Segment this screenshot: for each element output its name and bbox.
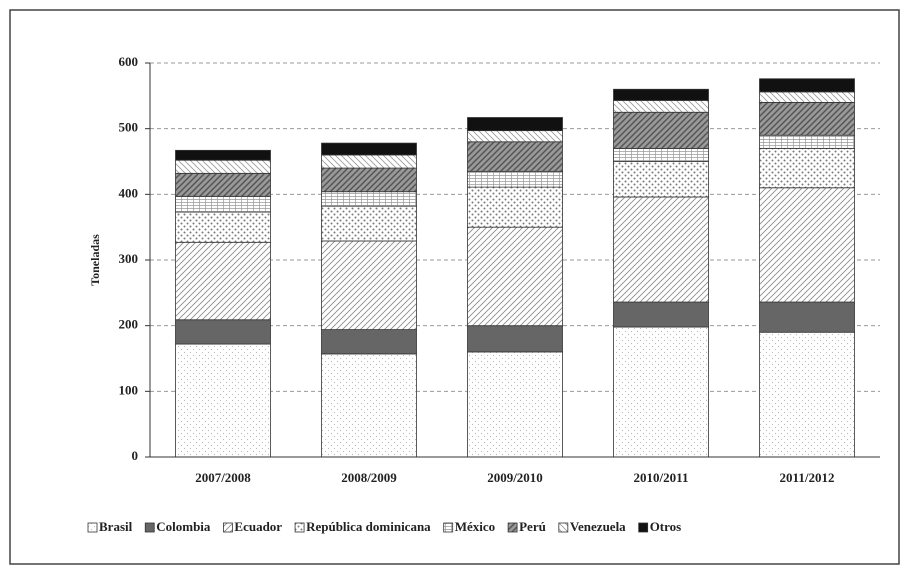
- legend-swatch: [223, 522, 233, 533]
- legend-label: Colombia: [156, 519, 211, 534]
- bar-segment: [467, 226, 563, 327]
- y-tick-label: 200: [119, 317, 139, 332]
- bar-segment: [759, 134, 855, 149]
- bar-segment: [613, 301, 709, 328]
- bar-segment: [467, 186, 563, 228]
- bar-segment: [759, 102, 855, 136]
- bar-segment: [321, 329, 417, 355]
- legend-label: Ecuador: [234, 519, 282, 534]
- bar-segment: [613, 326, 709, 458]
- legend-swatch: [443, 522, 454, 533]
- bar-segment: [321, 353, 417, 458]
- y-tick-label: 500: [119, 120, 139, 135]
- legend-label: Perú: [519, 519, 546, 534]
- bar-segment: [321, 142, 417, 156]
- legend-swatch: [638, 522, 649, 533]
- y-tick-label: 600: [119, 54, 139, 69]
- bar-segment: [175, 343, 271, 458]
- bar-segment: [467, 117, 563, 132]
- bar-segment: [759, 331, 855, 458]
- bar-segment: [175, 159, 271, 174]
- bar-segment: [175, 211, 271, 243]
- bar-segment: [613, 147, 709, 162]
- bar-segment: [175, 319, 271, 345]
- y-tick-label: 100: [119, 382, 139, 397]
- bar-segment: [613, 100, 709, 113]
- frame: [9, 9, 900, 565]
- y-tick-label: 400: [119, 185, 139, 200]
- bar-segment: [759, 78, 855, 93]
- legend-swatch: [558, 522, 569, 533]
- legend-swatch: [294, 522, 305, 533]
- bar-segment: [175, 195, 271, 213]
- bar-segment: [467, 351, 563, 458]
- legend-label: México: [455, 519, 495, 534]
- bar-segment: [321, 205, 417, 242]
- bar-segment: [175, 172, 271, 197]
- bar-segment: [759, 147, 855, 189]
- y-axis-label: Toneladas: [88, 234, 102, 286]
- bar-segment: [759, 91, 855, 103]
- legend-label: Brasil: [99, 519, 133, 534]
- bar-segment: [613, 111, 709, 149]
- bar-segment: [759, 187, 855, 303]
- bar-segment: [321, 167, 417, 193]
- bar-segment: [321, 154, 417, 169]
- bar-segment: [467, 130, 563, 143]
- legend-swatch: [144, 522, 155, 533]
- bar-segment: [759, 301, 855, 333]
- bar-segment: [613, 196, 709, 303]
- bar-segment: [175, 149, 271, 161]
- bar-segment: [175, 241, 271, 321]
- bar-segment: [613, 88, 709, 101]
- bar-segment: [467, 141, 563, 172]
- x-tick-label: 2011/2012: [780, 470, 835, 485]
- legend-label: Otros: [650, 519, 682, 534]
- x-tick-label: 2010/2011: [634, 470, 689, 485]
- legend-swatch: [87, 522, 98, 533]
- y-tick-label: 300: [119, 251, 139, 266]
- bar-segment: [321, 191, 417, 207]
- bar-segment: [467, 170, 563, 188]
- bar-segment: [467, 325, 563, 353]
- y-tick-label: 0: [132, 448, 139, 463]
- x-tick-label: 2007/2008: [195, 470, 251, 485]
- bar-segment: [613, 161, 709, 198]
- legend-swatch: [507, 522, 518, 533]
- bar-segment: [321, 240, 417, 331]
- legend-label: República dominicana: [306, 519, 431, 534]
- legend-label: Venezuela: [570, 519, 626, 534]
- x-tick-label: 2008/2009: [341, 470, 397, 485]
- x-tick-label: 2009/2010: [487, 470, 543, 485]
